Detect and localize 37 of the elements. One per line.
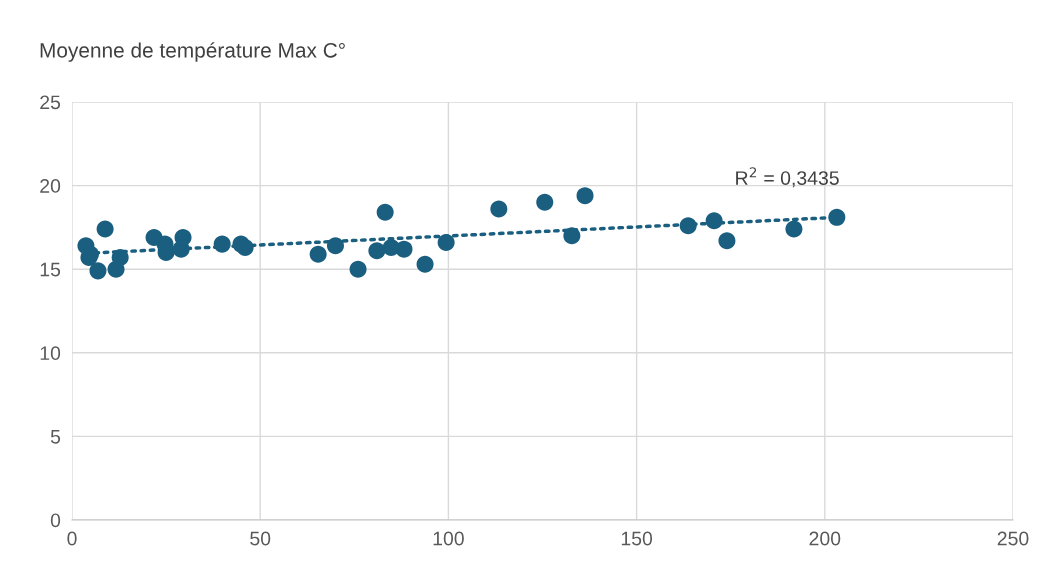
point <box>785 220 803 238</box>
x-tick-label: 0 <box>67 531 77 546</box>
x-tick-label: 150 <box>621 531 653 546</box>
point <box>437 233 455 251</box>
y-tick-label: 25 <box>40 95 61 110</box>
point <box>416 255 434 273</box>
point <box>349 260 367 278</box>
y-tick-label: 20 <box>40 179 61 193</box>
chart-title: Moyenne de température Max C° <box>40 42 345 62</box>
point <box>368 242 386 260</box>
point <box>828 208 846 226</box>
x-tick-label: 200 <box>809 531 841 546</box>
point <box>576 187 594 205</box>
x-tick-label: 250 <box>997 531 1029 546</box>
point <box>89 262 107 280</box>
point <box>395 240 413 258</box>
point <box>213 235 231 253</box>
point <box>174 228 192 246</box>
annotation: R$^{2}$ = 0,3435 <box>736 167 839 188</box>
x-tick-label: 50 <box>250 531 271 546</box>
y-tick-label: 0 <box>50 513 61 528</box>
x-tick-label: 100 <box>433 531 464 546</box>
point <box>563 227 581 245</box>
point <box>96 220 114 238</box>
point <box>111 248 129 266</box>
y-tick-label: 15 <box>40 262 61 277</box>
point <box>536 193 554 211</box>
y-tick-label: 5 <box>50 430 61 444</box>
point <box>236 238 254 256</box>
point <box>718 232 736 250</box>
point <box>490 200 508 218</box>
y-tick-label: 10 <box>40 346 61 361</box>
point <box>326 237 344 255</box>
point <box>376 203 394 221</box>
point <box>679 217 697 235</box>
point <box>705 212 723 230</box>
point <box>309 245 327 263</box>
